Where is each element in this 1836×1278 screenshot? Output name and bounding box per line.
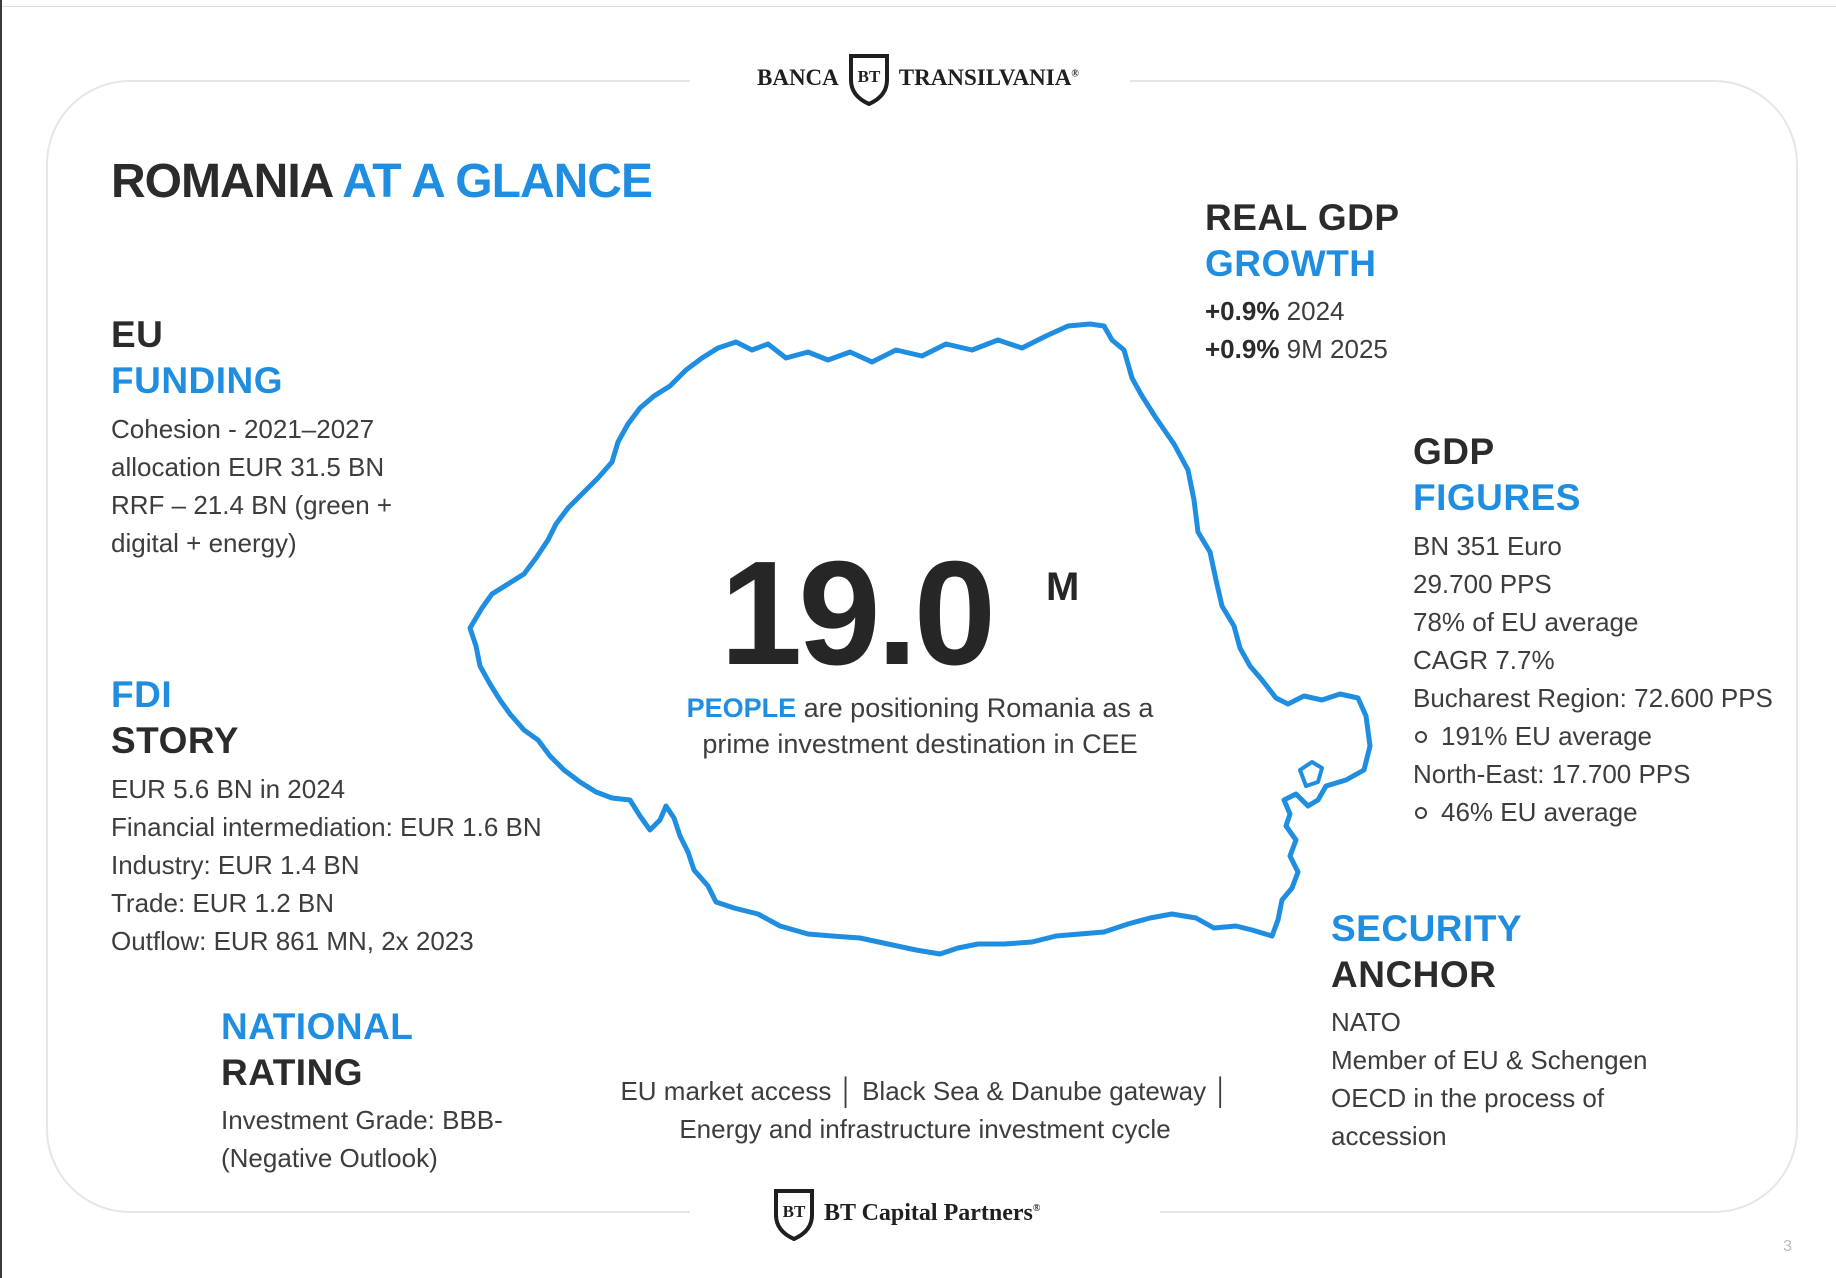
circle-bullet-icon (1415, 730, 1427, 743)
title-part2: AT A GLANCE (342, 155, 653, 208)
gdp-growth-body: +0.9% 2024 +0.9% 9M 2025 (1205, 292, 1388, 368)
rating-head2: RATING (221, 1052, 364, 1093)
eu-funding-body: Cohesion - 2021–2027 allocation EUR 31.5… (111, 410, 392, 562)
gdp-growth-head2: GROWTH (1205, 243, 1377, 284)
page-number: 3 (1783, 1238, 1792, 1255)
eu-funding-line: allocation EUR 31.5 BN (111, 452, 385, 482)
header-gap (690, 70, 1130, 96)
security-body: NATO Member of EU & Schengen OECD in the… (1331, 1003, 1648, 1155)
tagline-line: EU market access │ Black Sea & Danube ga… (620, 1076, 1230, 1106)
rating-heading: NATIONAL RATING (221, 1004, 413, 1096)
security-line: NATO (1331, 1007, 1401, 1037)
rating-body: Investment Grade: BBB- (Negative Outlook… (221, 1101, 503, 1177)
gdp-figures-heading: GDP FIGURES (1413, 429, 1581, 521)
brand-left-text: BANCA (757, 65, 839, 90)
footer-gap (690, 1200, 1160, 1226)
fdi-line: EUR 5.6 BN in 2024 (111, 774, 346, 804)
bt-shield-logo-icon: BT (774, 1189, 814, 1241)
tagline-line: Energy and infrastructure investment cyc… (679, 1114, 1171, 1144)
eu-funding-line: Cohesion - 2021–2027 (111, 414, 375, 444)
gdp-figures-line: BN 351 Euro (1413, 531, 1562, 561)
security-head1: SECURITY (1331, 908, 1523, 949)
gdp-figures-head2: FIGURES (1413, 477, 1581, 518)
fdi-body: EUR 5.6 BN in 2024 Financial intermediat… (111, 770, 542, 960)
security-head2: ANCHOR (1331, 954, 1497, 995)
gdp-growth-heading: REAL GDP GROWTH (1205, 195, 1400, 287)
title-part1: ROMANIA (111, 155, 343, 208)
tagline: EU market access │ Black Sea & Danube ga… (600, 1072, 1250, 1148)
gdp-figures-subitem: 46% EU average (1413, 793, 1773, 831)
gdp-figures-line: 78% of EU average (1413, 607, 1639, 637)
left-edge-line (0, 0, 2, 1278)
rating-head1: NATIONAL (221, 1006, 414, 1047)
gdp-figures-subitem: 191% EU average (1413, 717, 1773, 755)
gdp-figures-head1: GDP (1413, 431, 1495, 472)
fdi-line: Financial intermediation: EUR 1.6 BN (111, 812, 542, 842)
rating-line: Investment Grade: BBB- (221, 1105, 503, 1135)
gdp-figures-line: North-East: 17.700 PPS (1413, 759, 1691, 789)
footer-logo-mark: BT (783, 1202, 806, 1221)
gdp-growth-row: +0.9% 2024 (1205, 296, 1345, 326)
fdi-line: Outflow: EUR 861 MN, 2x 2023 (111, 926, 474, 956)
footer-brand: BT BT Capital Partners® (772, 1185, 1040, 1241)
security-heading: SECURITY ANCHOR (1331, 906, 1522, 998)
fdi-head1: FDI (111, 674, 173, 715)
fdi-line: Industry: EUR 1.4 BN (111, 850, 360, 880)
fdi-heading: FDI STORY (111, 672, 239, 764)
circle-bullet-icon (1415, 806, 1427, 819)
top-edge-line (0, 6, 1836, 7)
header-brand: BANCA BT TRANSILVANIA® (757, 50, 1079, 106)
population-figure: 19.0 (720, 531, 996, 696)
gdp-figures-line: CAGR 7.7% (1413, 645, 1555, 675)
fdi-head2: STORY (111, 720, 239, 761)
population-caption: PEOPLE are positioning Romania as a prim… (686, 693, 1154, 759)
eu-funding-head1: EU (111, 314, 164, 355)
people-word: PEOPLE (686, 693, 797, 723)
security-line: accession (1331, 1121, 1447, 1151)
footer-brand-name: BT Capital Partners® (824, 1199, 1041, 1226)
population-suffix: M (1046, 565, 1080, 609)
gdp-figures-line: Bucharest Region: 72.600 PPS (1413, 683, 1773, 713)
eu-funding-line: digital + energy) (111, 528, 297, 558)
bt-shield-logo-icon: BT (848, 54, 889, 106)
page-title: ROMANIA AT A GLANCE (111, 154, 653, 209)
eu-funding-line: RRF – 21.4 BN (green + (111, 490, 393, 520)
brand-right-text: TRANSILVANIA® (898, 65, 1079, 90)
security-line: OECD in the process of (1331, 1083, 1605, 1113)
header-logo-mark: BT (857, 67, 880, 86)
rating-line: (Negative Outlook) (221, 1143, 438, 1173)
gdp-figures-body: BN 351 Euro 29.700 PPS 78% of EU average… (1413, 527, 1773, 831)
eu-funding-heading: EU FUNDING (111, 312, 283, 404)
eu-funding-head2: FUNDING (111, 360, 284, 401)
security-line: Member of EU & Schengen (1331, 1045, 1648, 1075)
gdp-growth-row: +0.9% 9M 2025 (1205, 334, 1388, 364)
gdp-figures-line: 29.700 PPS (1413, 569, 1552, 599)
gdp-growth-head1: REAL GDP (1205, 197, 1400, 238)
fdi-line: Trade: EUR 1.2 BN (111, 888, 335, 918)
